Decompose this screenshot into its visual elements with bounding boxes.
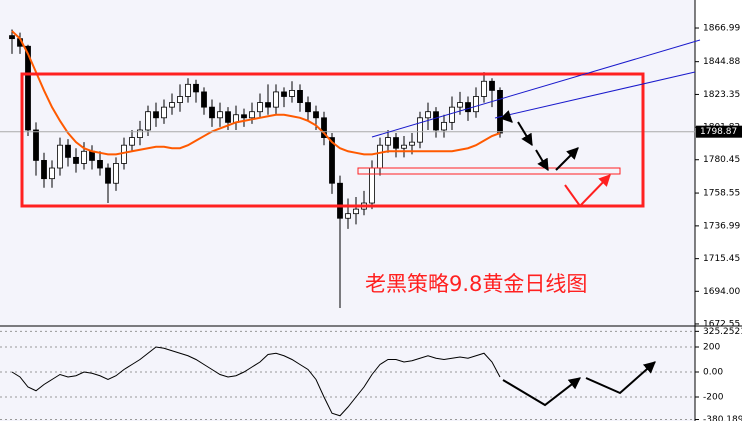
candle-body [273,91,279,108]
candle-body [489,80,495,91]
candle-body [121,144,127,164]
candle-body [97,160,103,169]
candle-body [241,114,247,119]
arrow [502,377,581,407]
arrow [555,147,579,171]
candle-body [105,167,111,184]
box-annotation [357,167,621,175]
candle-body [441,121,447,131]
arrow [535,149,549,172]
candle-body [9,35,15,40]
candle-body [369,167,375,204]
candle-body [225,111,231,123]
y-tick-label: 1758.55 [703,189,740,199]
candle-body [201,91,207,108]
y-tick-label: 1780.45 [703,155,740,165]
candle-body [473,96,479,113]
candle-body [57,144,63,169]
candle-body [393,137,399,149]
oscillator-line [11,346,501,417]
y-tick-label: -380.189 [703,415,742,421]
last-price-box [696,125,742,138]
arrow [517,121,533,147]
arrow [500,110,513,123]
trend-line [494,71,696,119]
candle-body [329,137,335,184]
last-price-label: 1798.87 [700,127,737,137]
y-tick-label: -200 [703,393,724,403]
candle-body [457,102,463,108]
candle-body [345,213,351,219]
candle-body [337,182,343,219]
candle-body [417,117,423,143]
arrow [585,361,656,395]
trend-line [371,39,701,138]
candle-body [249,111,255,119]
moving-average [11,30,501,156]
y-tick-label: 1736.99 [703,221,740,231]
candle-body [25,45,31,131]
candle-body [161,106,167,119]
candle-body [353,208,359,215]
candle-body [305,102,311,113]
candle-body [321,117,327,138]
candle-body [465,102,471,113]
candle-body [49,167,55,180]
candle-body [409,141,415,146]
candle-body [113,163,119,184]
y-tick-label: 1866.99 [703,24,740,34]
y-tick-label: 1672.55 [703,319,740,329]
candle-body [137,129,143,138]
candle-body [209,106,215,119]
y-tick-label: 1844.88 [703,57,740,67]
candle-body [193,83,199,93]
candle-body [481,80,487,97]
candle-body [185,83,191,97]
candle-body [153,111,159,119]
y-tick-label: 325.2521 [703,327,742,337]
candle-body [73,156,79,164]
annotation: 老黑策略9.8黄金日线图 [365,272,587,296]
candle-body [265,102,271,108]
candle-body [217,111,223,119]
arrow [564,174,611,208]
candle-body [129,137,135,146]
y-tick-label: 0.00 [703,368,723,378]
y-tick-label: 1823.35 [703,90,740,100]
candle-body [41,160,47,180]
y-tick-label: 1715.45 [703,254,740,264]
candle-body [297,90,303,103]
candle-body [385,137,391,146]
candle-body [169,102,175,108]
candle-body [89,150,95,161]
candle-body [497,90,503,134]
candle-body [145,111,151,131]
box-annotation [20,72,645,208]
y-tick-label: 200 [703,343,720,353]
candle-body [281,91,287,97]
y-tick-label: 1694.00 [703,287,740,297]
candle-body [401,144,407,149]
candle-body [177,96,183,103]
candle-body [425,111,431,119]
candle-body [313,111,319,119]
candle-body [449,106,455,123]
candle-body [65,144,71,158]
candle-body [81,150,87,164]
candle-body [433,111,439,131]
candle-body [377,144,383,169]
candle-body [289,90,295,97]
marks: 1866.991844.881823.351801.821780.451758.… [0,24,742,421]
candle-body [257,102,263,113]
candle-body [33,129,39,161]
